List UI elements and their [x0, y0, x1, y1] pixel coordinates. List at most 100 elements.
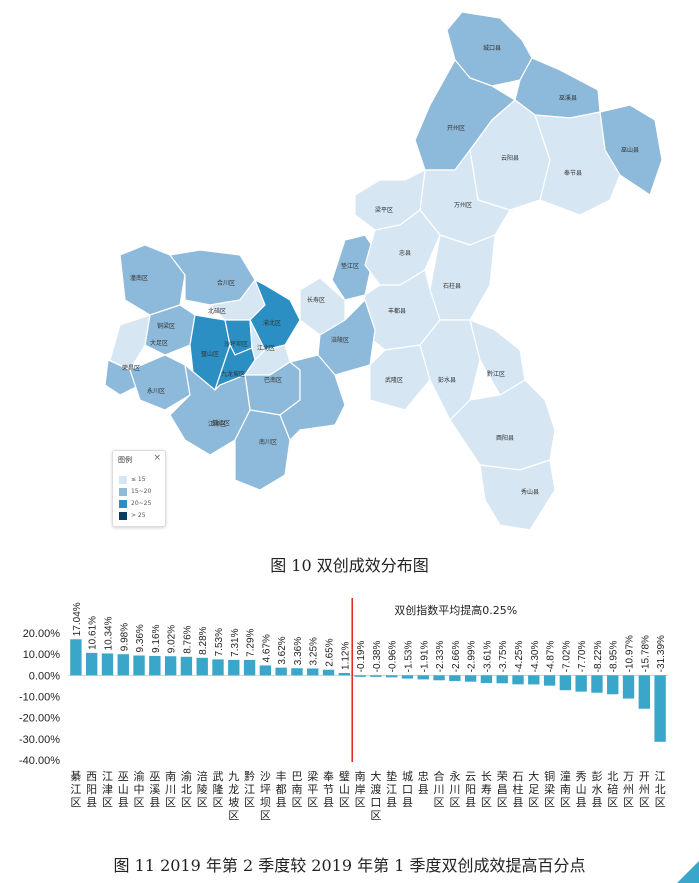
district-label: 奉节县 — [564, 169, 582, 177]
annotation: 双创指数平均提高0.25% — [394, 603, 517, 617]
x-tick-label: 山 — [339, 783, 350, 796]
value-label: -4.25% — [514, 641, 525, 673]
x-tick-label: 区 — [639, 796, 650, 809]
value-label: -10.97% — [625, 635, 636, 672]
map-legend: 图例 × ≤ 15 15~20 20~25 > 25 — [112, 450, 166, 527]
x-tick-label: 巴 — [291, 770, 302, 783]
x-tick-label: 龙 — [228, 783, 239, 796]
bar — [196, 657, 208, 676]
value-label: -3.61% — [482, 641, 493, 673]
x-tick-label: 区 — [228, 809, 239, 822]
x-tick-label: 阳 — [465, 783, 476, 796]
bar — [243, 659, 256, 676]
bar — [622, 675, 635, 699]
bar-chart: 20.00% 10.00% 0.00% -10.00% -20.00% -30.00% -4… — [19, 598, 668, 822]
x-tick-label: 阳 — [86, 783, 97, 796]
bar — [354, 675, 366, 677]
x-tick-label: 铜 — [544, 769, 555, 783]
x-tick-label: 县 — [118, 796, 129, 809]
district-label: 璧山区 — [201, 350, 219, 358]
x-tick-label: 区 — [497, 796, 508, 809]
x-tick-label: 碚 — [607, 782, 618, 796]
x-tick-label: 涪 — [197, 769, 208, 783]
x-tick-label: 区 — [134, 796, 145, 809]
x-tick-label: 川 — [449, 783, 460, 796]
map-region-dazu — [109, 314, 151, 371]
value-label: -7.02% — [561, 641, 572, 673]
x-tick-label: 县 — [465, 796, 476, 809]
x-tick-label: 巫 — [149, 770, 160, 783]
value-label: 8.28% — [198, 626, 209, 654]
x-tick-label: 南 — [355, 770, 366, 783]
bar — [307, 668, 319, 676]
value-label: -2.66% — [451, 641, 462, 673]
close-icon[interactable]: × — [153, 453, 161, 463]
value-label: 9.36% — [135, 624, 146, 652]
x-tick-label: 都 — [276, 783, 287, 796]
bar — [133, 655, 145, 676]
x-tick-label: 黔 — [244, 769, 255, 783]
legend-label: 20~25 — [131, 500, 152, 507]
bar — [117, 654, 129, 676]
district-label: 涪陵区 — [331, 336, 349, 344]
bar — [86, 652, 98, 676]
x-tick-label: 城 — [402, 770, 413, 783]
bar — [338, 672, 350, 676]
bar — [370, 675, 382, 677]
x-tick-label: 区 — [449, 796, 460, 809]
bar — [386, 675, 398, 678]
x-tick-label: 垫 — [386, 769, 397, 783]
legend-label: ≤ 15 — [131, 476, 146, 483]
x-tick-label: 县 — [402, 796, 413, 809]
x-tick-label: 县 — [576, 796, 587, 809]
bar — [559, 675, 572, 691]
map-region-xiushan — [479, 459, 556, 531]
x-tick-label: 区 — [307, 796, 318, 809]
value-label: -4.30% — [530, 641, 541, 673]
map-region-pengshui — [419, 319, 481, 421]
x-tick-label: 陵 — [197, 783, 208, 796]
district-label: 沙坪坝区 — [224, 340, 248, 348]
district-label: 开州区 — [447, 125, 465, 132]
district-label: 南川区 — [259, 438, 277, 446]
chart-caption: 图 11 2019 年第 2 季度较 2019 年第 1 季度双创成效提高百分点 — [113, 856, 586, 875]
value-label: 10.34% — [103, 616, 114, 650]
legend-swatch — [119, 499, 127, 508]
district-label: 合川区 — [217, 279, 235, 287]
x-tick-label: 平 — [307, 783, 318, 796]
district-label: 秀山县 — [521, 488, 539, 496]
district-label: 大足区 — [150, 339, 168, 347]
x-tick-label: 江 — [386, 783, 397, 796]
district-label: 巫山县 — [621, 146, 639, 154]
x-tick-label: 长 — [481, 770, 492, 783]
value-label: 7.31% — [230, 628, 241, 656]
value-label: 8.76% — [182, 625, 193, 653]
x-tick-label: 区 — [607, 796, 618, 809]
y-tick-label: -40.00% — [19, 755, 60, 767]
value-label: -0.19% — [356, 641, 367, 673]
x-tick-label: 区 — [260, 809, 271, 822]
legend-swatch — [119, 511, 127, 520]
y-tick-label: -20.00% — [19, 713, 60, 725]
district-label: 忠县 — [399, 249, 411, 257]
x-tick-label: 溪 — [149, 783, 160, 796]
bar — [70, 639, 82, 676]
value-label: -8.22% — [593, 641, 604, 673]
x-tick-label: 区 — [244, 796, 255, 809]
district-label: 长寿区 — [307, 296, 325, 304]
x-tick-label: 区 — [102, 796, 113, 809]
value-label: -15.78% — [640, 635, 651, 672]
value-label: 9.16% — [151, 624, 162, 652]
district-label: 巴南区 — [264, 376, 282, 384]
x-tick-label: 岸 — [355, 783, 366, 796]
value-label: 2.65% — [325, 638, 336, 666]
bar — [401, 675, 414, 679]
legend-label: 15~20 — [131, 488, 152, 495]
x-tick-label: 区 — [370, 809, 381, 822]
x-tick-label: 县 — [591, 796, 602, 809]
x-tick-label: 柱 — [513, 782, 524, 796]
x-tick-label: 川 — [434, 783, 445, 796]
x-tick-label: 口 — [370, 796, 381, 809]
district-label: 江北区 — [257, 344, 275, 352]
x-tick-label: 区 — [213, 796, 224, 809]
